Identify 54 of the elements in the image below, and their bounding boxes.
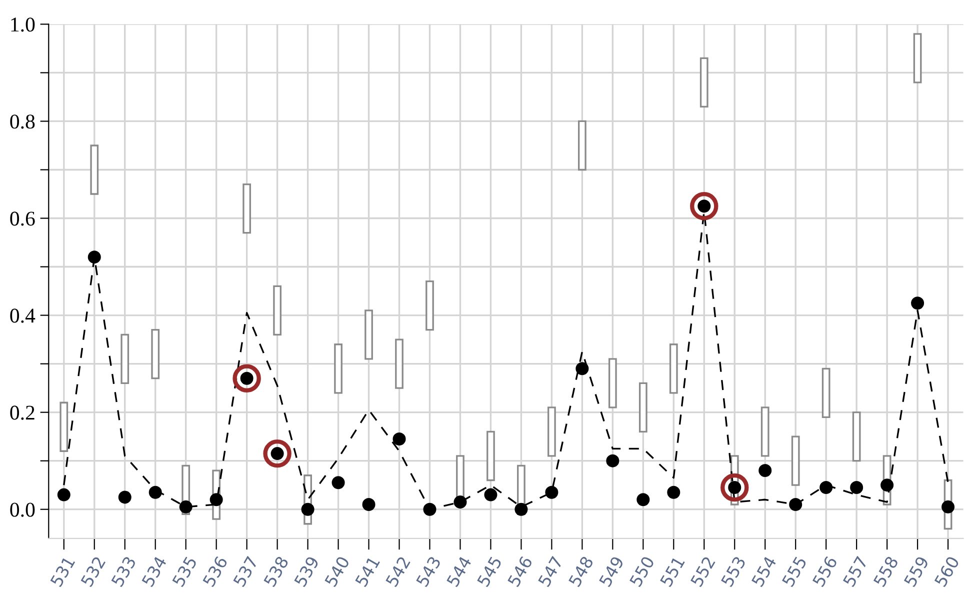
y-tick-label: 1.0 <box>11 18 35 32</box>
point <box>820 481 833 494</box>
point <box>545 486 558 499</box>
bar <box>760 406 770 457</box>
point <box>667 486 680 499</box>
point <box>636 493 650 506</box>
bar <box>669 344 678 394</box>
point <box>118 490 132 504</box>
point <box>332 476 345 490</box>
bar <box>608 358 617 408</box>
bar <box>426 280 434 331</box>
y-tick-label: 0.8 <box>10 114 35 129</box>
point <box>57 488 70 502</box>
bar <box>242 183 252 234</box>
point <box>301 502 314 516</box>
bar <box>364 310 373 360</box>
bar <box>120 334 130 384</box>
bar <box>852 411 861 462</box>
point <box>606 454 620 468</box>
point <box>911 296 924 310</box>
bar <box>700 57 708 108</box>
point <box>454 496 467 509</box>
bar <box>638 382 648 433</box>
bar <box>395 338 404 389</box>
y-tick-label: 0.2 <box>10 406 34 420</box>
point <box>880 478 894 492</box>
y-tick-label: 0.0 <box>10 502 35 517</box>
point <box>758 464 772 478</box>
point <box>576 362 589 376</box>
point <box>179 500 192 514</box>
bar <box>548 406 556 457</box>
bar <box>913 33 922 84</box>
point <box>789 498 802 511</box>
y-tick-label: 0.6 <box>10 212 35 226</box>
bar <box>90 144 99 195</box>
point <box>423 502 436 516</box>
bar <box>273 285 282 336</box>
bar <box>791 436 800 486</box>
point <box>484 488 498 502</box>
bar <box>578 120 586 171</box>
point <box>210 493 223 506</box>
point <box>392 432 406 446</box>
point <box>850 481 864 494</box>
point <box>148 486 162 499</box>
point <box>942 500 955 514</box>
point <box>88 250 101 264</box>
y-tick-label: 0.4 <box>10 308 36 323</box>
bar <box>822 368 830 418</box>
bar <box>60 402 68 452</box>
bar <box>151 329 160 380</box>
bar <box>334 344 342 394</box>
point <box>362 498 376 511</box>
bar <box>486 430 495 482</box>
point <box>514 502 528 516</box>
